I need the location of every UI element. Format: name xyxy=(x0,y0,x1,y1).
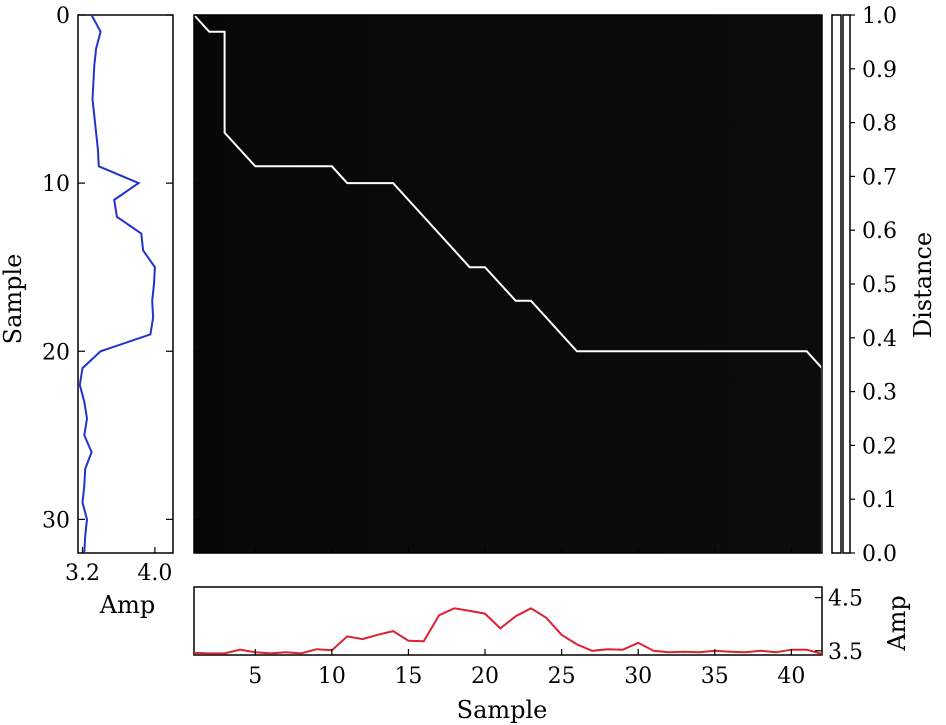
colorbar-tick-label: 0.9 xyxy=(862,58,897,83)
colorbar-panel: 0.0 0.1 0.2 0.3 0.4 0.5 0.6 0.7 0.8 0.9 1.0 Distanc… xyxy=(831,4,937,567)
bottom-x-tick-label: 40 xyxy=(777,664,805,689)
colorbar-swatch xyxy=(842,14,851,554)
main-heatmap-panel xyxy=(193,14,823,554)
bottom-x-tick-label: 35 xyxy=(701,664,729,689)
bottom-signal-panel: 5 10 15 20 25 30 35 40 3.5 4.5 Sample Amp xyxy=(193,586,911,724)
bottom-x-tick-label: 30 xyxy=(624,664,652,689)
bottom-x-tick-label: 5 xyxy=(248,664,262,689)
left-y-axis-title: Sample xyxy=(0,254,27,345)
left-signal-line xyxy=(78,14,156,554)
colorbar-tick-label: 0.4 xyxy=(862,327,897,352)
colorbar-tick-label: 0.2 xyxy=(862,434,897,459)
heatmap-cells xyxy=(194,15,822,553)
colorbar-tick-label: 1.0 xyxy=(862,4,897,29)
bottom-y-tick-label: 3.5 xyxy=(828,640,863,665)
bottom-x-tick-label: 15 xyxy=(394,664,422,689)
bottom-x-axis-title: Sample xyxy=(457,696,548,724)
colorbar-swatch-bg xyxy=(831,14,842,554)
left-y-tick-label: 0 xyxy=(56,4,70,29)
left-y-tick-label: 30 xyxy=(42,508,70,533)
colorbar-tick-label: 0.6 xyxy=(862,219,897,244)
left-x-tick-label: 3.2 xyxy=(65,561,100,586)
bottom-y-tick-label: 4.5 xyxy=(828,587,863,612)
colorbar-title: Distance xyxy=(909,232,937,338)
colorbar-tick-label: 0.8 xyxy=(862,112,897,137)
bottom-x-tick-label: 20 xyxy=(471,664,499,689)
bottom-signal-line xyxy=(193,607,823,655)
colorbar-tick-label: 0.1 xyxy=(862,488,897,513)
bottom-signal-frame xyxy=(193,586,823,656)
left-signal-panel: 0 10 20 30 3.2 4.0 Amp Sample xyxy=(0,4,174,619)
left-x-axis-title: Amp xyxy=(99,591,155,619)
colorbar-tick-label: 0.5 xyxy=(862,273,897,298)
bottom-x-tick-label: 10 xyxy=(318,664,346,689)
colorbar-tick-label: 0.3 xyxy=(862,381,897,406)
bottom-y-axis-title: Amp xyxy=(883,595,911,651)
heatmap-frame xyxy=(193,14,823,554)
left-x-tick-label: 4.0 xyxy=(137,561,172,586)
colorbar-tick-label: 0.0 xyxy=(862,542,897,567)
warping-path-line xyxy=(193,14,823,553)
colorbar-tick-label: 0.7 xyxy=(862,165,897,190)
left-y-tick-label: 10 xyxy=(42,172,70,197)
left-y-tick-label: 20 xyxy=(42,340,70,365)
bottom-x-tick-label: 25 xyxy=(548,664,576,689)
